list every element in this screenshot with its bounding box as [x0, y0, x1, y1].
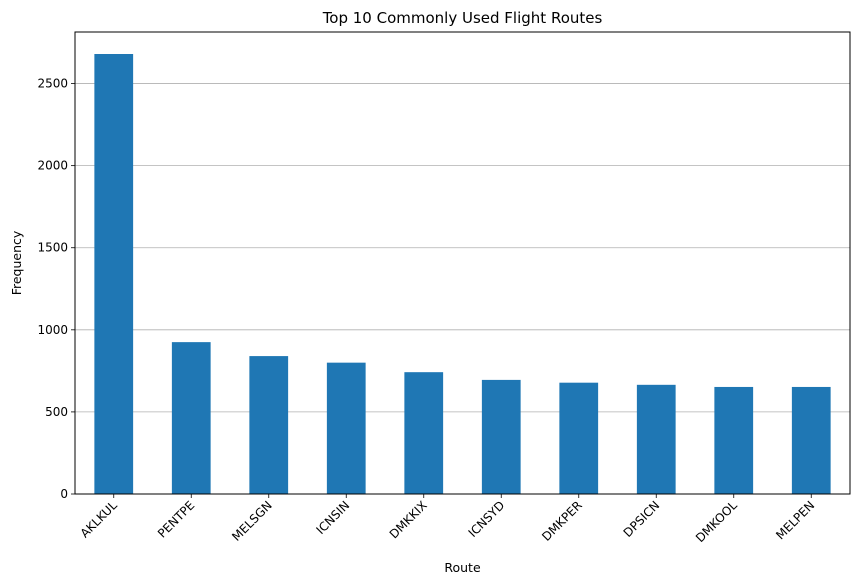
- y-tick-label: 1000: [37, 323, 68, 337]
- y-tick-label: 2000: [37, 159, 68, 173]
- x-axis-title: Route: [444, 560, 481, 575]
- y-tick-label: 0: [60, 487, 68, 501]
- bar-aklkul: [94, 54, 134, 494]
- bar-dpsicn: [636, 384, 676, 494]
- y-axis-title: Frequency: [9, 230, 24, 295]
- y-tick-label: 500: [45, 405, 68, 419]
- bar-pentpe: [171, 342, 211, 494]
- chart-title: Top 10 Commonly Used Flight Routes: [322, 9, 603, 27]
- bar-icnsin: [326, 362, 366, 494]
- bar-dmkper: [559, 382, 599, 494]
- bar-icnsyd: [481, 379, 521, 494]
- bars: [94, 54, 831, 494]
- bar-dmkool: [714, 386, 754, 494]
- y-tick-label: 2500: [37, 77, 68, 91]
- y-axis-ticks: 0 500 1000 1500 2000 2500: [37, 77, 75, 501]
- bar-melsgn: [249, 356, 289, 494]
- plot-frame: [74, 31, 851, 495]
- bar-dmkkix: [404, 372, 444, 494]
- bar-melpen: [791, 386, 831, 494]
- y-tick-label: 1500: [37, 241, 68, 255]
